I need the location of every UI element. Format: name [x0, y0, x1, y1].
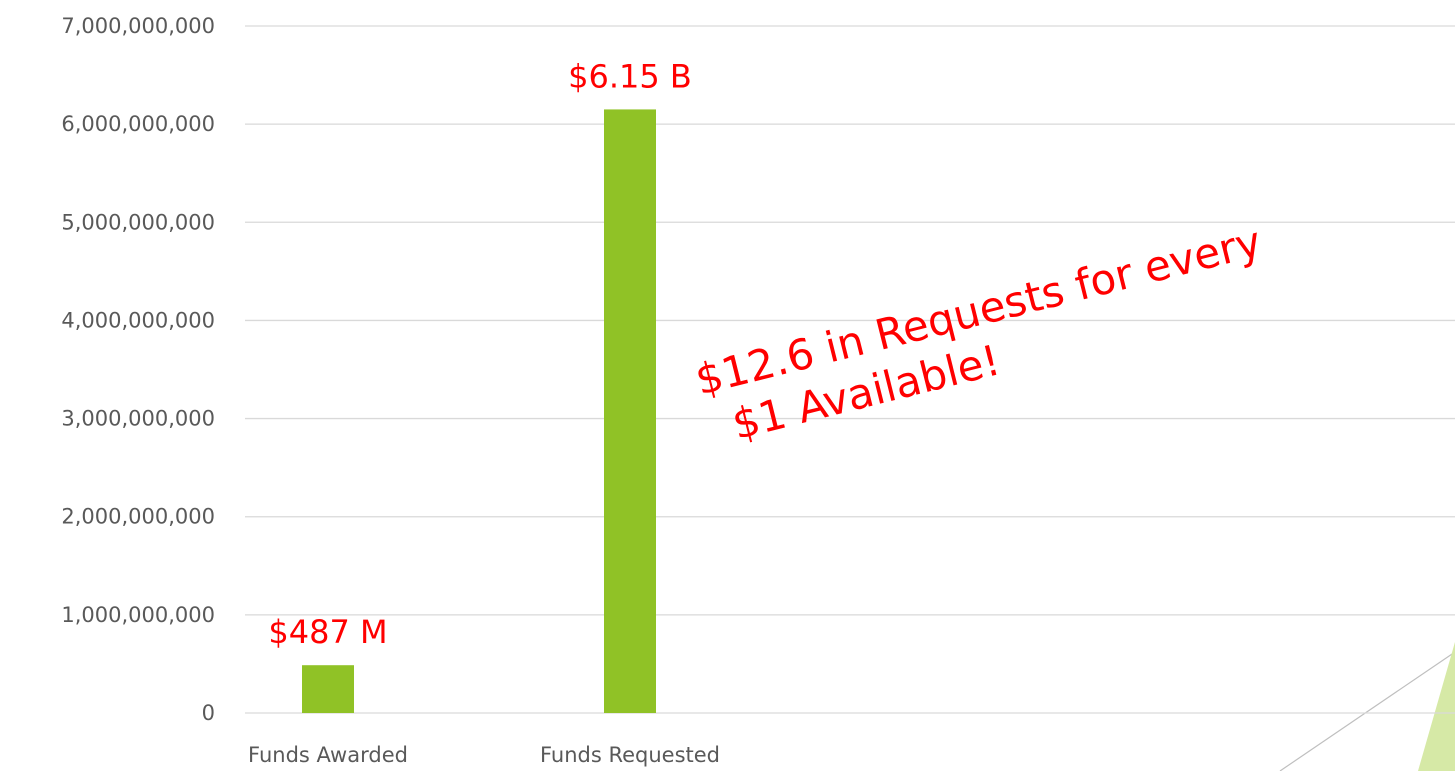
value-label: $6.15 B: [568, 57, 692, 95]
x-tick-label: Funds Awarded: [248, 743, 408, 767]
y-tick-label: 0: [202, 701, 215, 725]
decor-triangle: [1418, 642, 1455, 771]
y-tick-label: 3,000,000,000: [61, 407, 215, 431]
y-tick-label: 6,000,000,000: [61, 112, 215, 136]
value-label: $487 M: [268, 613, 387, 651]
plot: 0 1,000,000,000 2,000,000,000 3,000,000,000…: [61, 14, 1455, 767]
y-tick-label: 5,000,000,000: [61, 210, 215, 234]
y-tick-label: 2,000,000,000: [61, 505, 215, 529]
annotation: $12.6 in Requests for every $1 Available…: [691, 217, 1266, 449]
y-tick-label: 7,000,000,000: [61, 14, 215, 38]
y-tick-label: 4,000,000,000: [61, 308, 215, 332]
y-tick-label: 1,000,000,000: [61, 603, 215, 627]
decor-line: [1279, 651, 1455, 771]
bar: [302, 665, 354, 713]
x-tick-label: Funds Requested: [540, 743, 720, 767]
bar: [604, 109, 656, 713]
